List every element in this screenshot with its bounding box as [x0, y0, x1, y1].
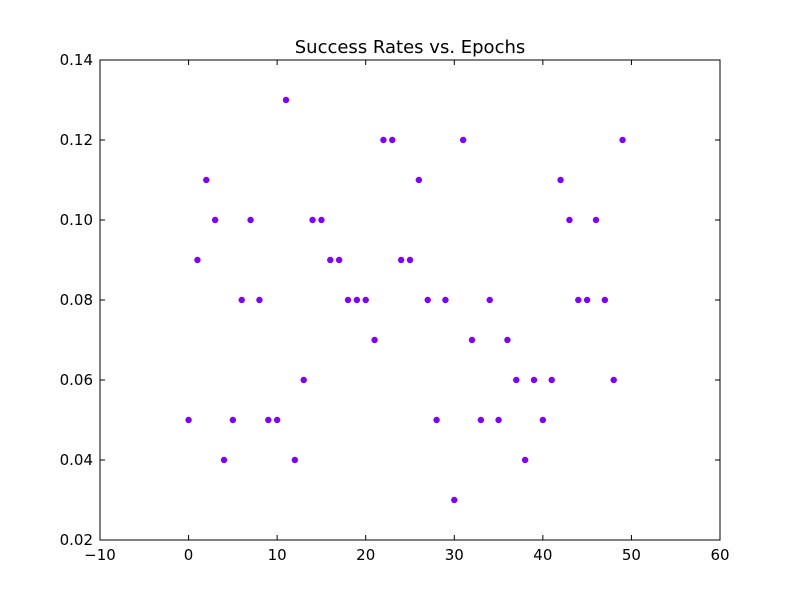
y-tick-label: 0.06 [60, 371, 93, 389]
data-point [203, 176, 210, 184]
x-tick-label: 20 [356, 546, 375, 564]
x-tick-label: 60 [710, 546, 729, 564]
data-point [424, 296, 431, 304]
data-point [327, 256, 334, 264]
data-point [592, 216, 600, 224]
data-point [539, 416, 547, 424]
x-tick-label: 0 [184, 546, 194, 564]
data-point [557, 176, 564, 184]
data-point [300, 376, 307, 384]
data-point [513, 376, 520, 384]
x-tick-label: 10 [268, 546, 287, 564]
plot-frame [99, 59, 721, 541]
x-tick-label: 30 [445, 546, 464, 564]
data-point [468, 336, 476, 344]
y-tick-label: 0.08 [60, 291, 93, 309]
data-point [504, 336, 511, 344]
data-point [415, 176, 423, 184]
data-point [601, 296, 609, 304]
data-point [530, 376, 538, 384]
data-point [353, 296, 361, 304]
data-point [397, 256, 405, 264]
data-points [185, 96, 626, 504]
data-point [247, 216, 254, 224]
y-tick-label: 0.04 [60, 451, 93, 469]
y-axis-ticks: 0.02 0.04 0.06 0.08 0.10 0.12 0.14 [60, 51, 720, 549]
x-tick-label: 40 [533, 546, 552, 564]
data-point [566, 216, 573, 224]
data-point [380, 136, 387, 144]
chart-title: Success Rates vs. Epochs [295, 37, 526, 58]
y-tick-label: 0.12 [60, 131, 93, 149]
data-point [433, 416, 440, 424]
data-point [335, 256, 343, 264]
x-tick-label: −10 [84, 546, 116, 564]
data-point [362, 296, 369, 304]
data-point [477, 416, 485, 424]
data-point [610, 376, 617, 384]
x-axis-ticks: −10 0 10 20 30 40 50 60 [84, 60, 730, 564]
data-point [406, 256, 414, 264]
y-tick-label: 0.10 [60, 211, 93, 229]
data-point [575, 296, 582, 304]
data-point [344, 296, 352, 304]
data-point [583, 296, 591, 304]
data-point [619, 136, 626, 144]
data-point [442, 296, 449, 304]
data-point [291, 456, 299, 464]
data-point [318, 216, 325, 224]
data-point [451, 496, 458, 504]
data-point [220, 456, 228, 464]
data-point [371, 336, 378, 344]
y-tick-label: 0.14 [60, 51, 93, 69]
data-point [548, 376, 555, 384]
data-point [459, 136, 467, 144]
y-tick-label: 0.02 [60, 531, 93, 549]
data-point [309, 216, 316, 224]
data-point [495, 416, 502, 424]
data-point [521, 456, 529, 464]
data-point [211, 216, 219, 224]
data-point [273, 416, 281, 424]
data-point [229, 416, 237, 424]
data-point [256, 296, 263, 304]
data-point [194, 256, 201, 264]
data-point [282, 96, 290, 104]
data-point [238, 296, 245, 304]
data-point [389, 136, 396, 144]
data-point [265, 416, 272, 424]
x-tick-label: 50 [622, 546, 641, 564]
data-point [486, 296, 493, 304]
data-point [185, 416, 192, 424]
